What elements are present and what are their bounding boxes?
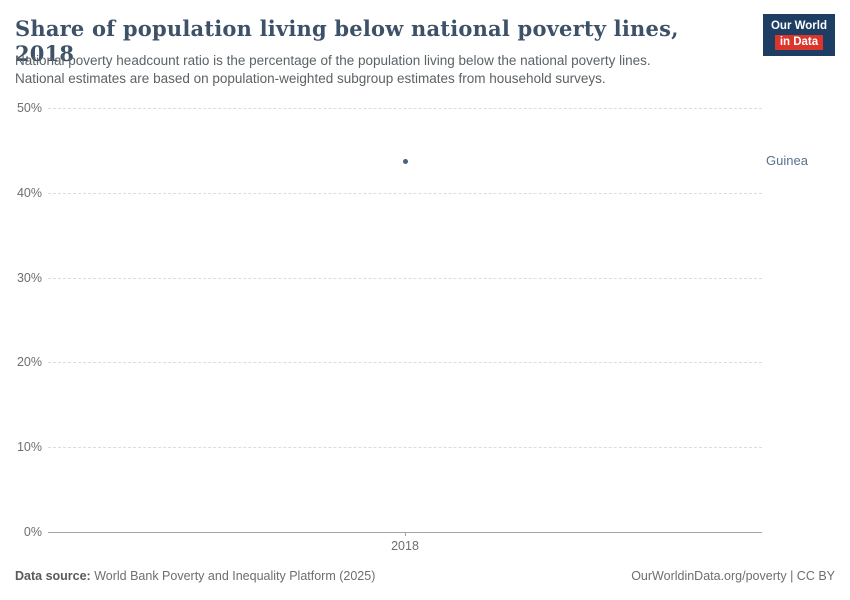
x-tick-mark bbox=[405, 532, 406, 536]
gridline bbox=[48, 362, 762, 364]
footer-source: Data source: World Bank Poverty and Ineq… bbox=[15, 569, 375, 583]
footer-source-text: World Bank Poverty and Inequality Platfo… bbox=[90, 569, 376, 583]
gridline bbox=[48, 277, 762, 279]
y-tick-label: 20% bbox=[16, 355, 42, 370]
chart-title: Share of population living below nationa… bbox=[15, 16, 679, 66]
y-tick-label: 0% bbox=[23, 525, 42, 539]
entity-label-guinea[interactable]: Guinea bbox=[766, 153, 808, 169]
chart-subtitle-line1: National poverty headcount ratio is the … bbox=[15, 53, 651, 68]
chart-subtitle: National poverty headcount ratio is the … bbox=[15, 52, 755, 88]
owid-logo-line1: Our World bbox=[770, 20, 827, 32]
footer-source-label: Data source: bbox=[15, 569, 91, 583]
gridline bbox=[48, 108, 762, 109]
gridline bbox=[48, 192, 762, 194]
y-tick-label: 30% bbox=[16, 270, 42, 285]
chart-subtitle-line2: National estimates are based on populati… bbox=[15, 71, 606, 86]
footer-license-link[interactable]: OurWorldinData.org/poverty | CC BY bbox=[631, 569, 835, 583]
y-tick-label: 40% bbox=[16, 185, 42, 200]
y-tick-label: 10% bbox=[16, 440, 42, 455]
owid-logo-line2: in Data bbox=[774, 35, 824, 50]
y-tick-label: 50% bbox=[16, 101, 42, 115]
owid-logo[interactable]: Our World in Data bbox=[762, 14, 835, 56]
x-tick-label: 2018 bbox=[391, 539, 419, 553]
gridline bbox=[48, 447, 762, 449]
data-point-guinea[interactable] bbox=[402, 158, 408, 164]
